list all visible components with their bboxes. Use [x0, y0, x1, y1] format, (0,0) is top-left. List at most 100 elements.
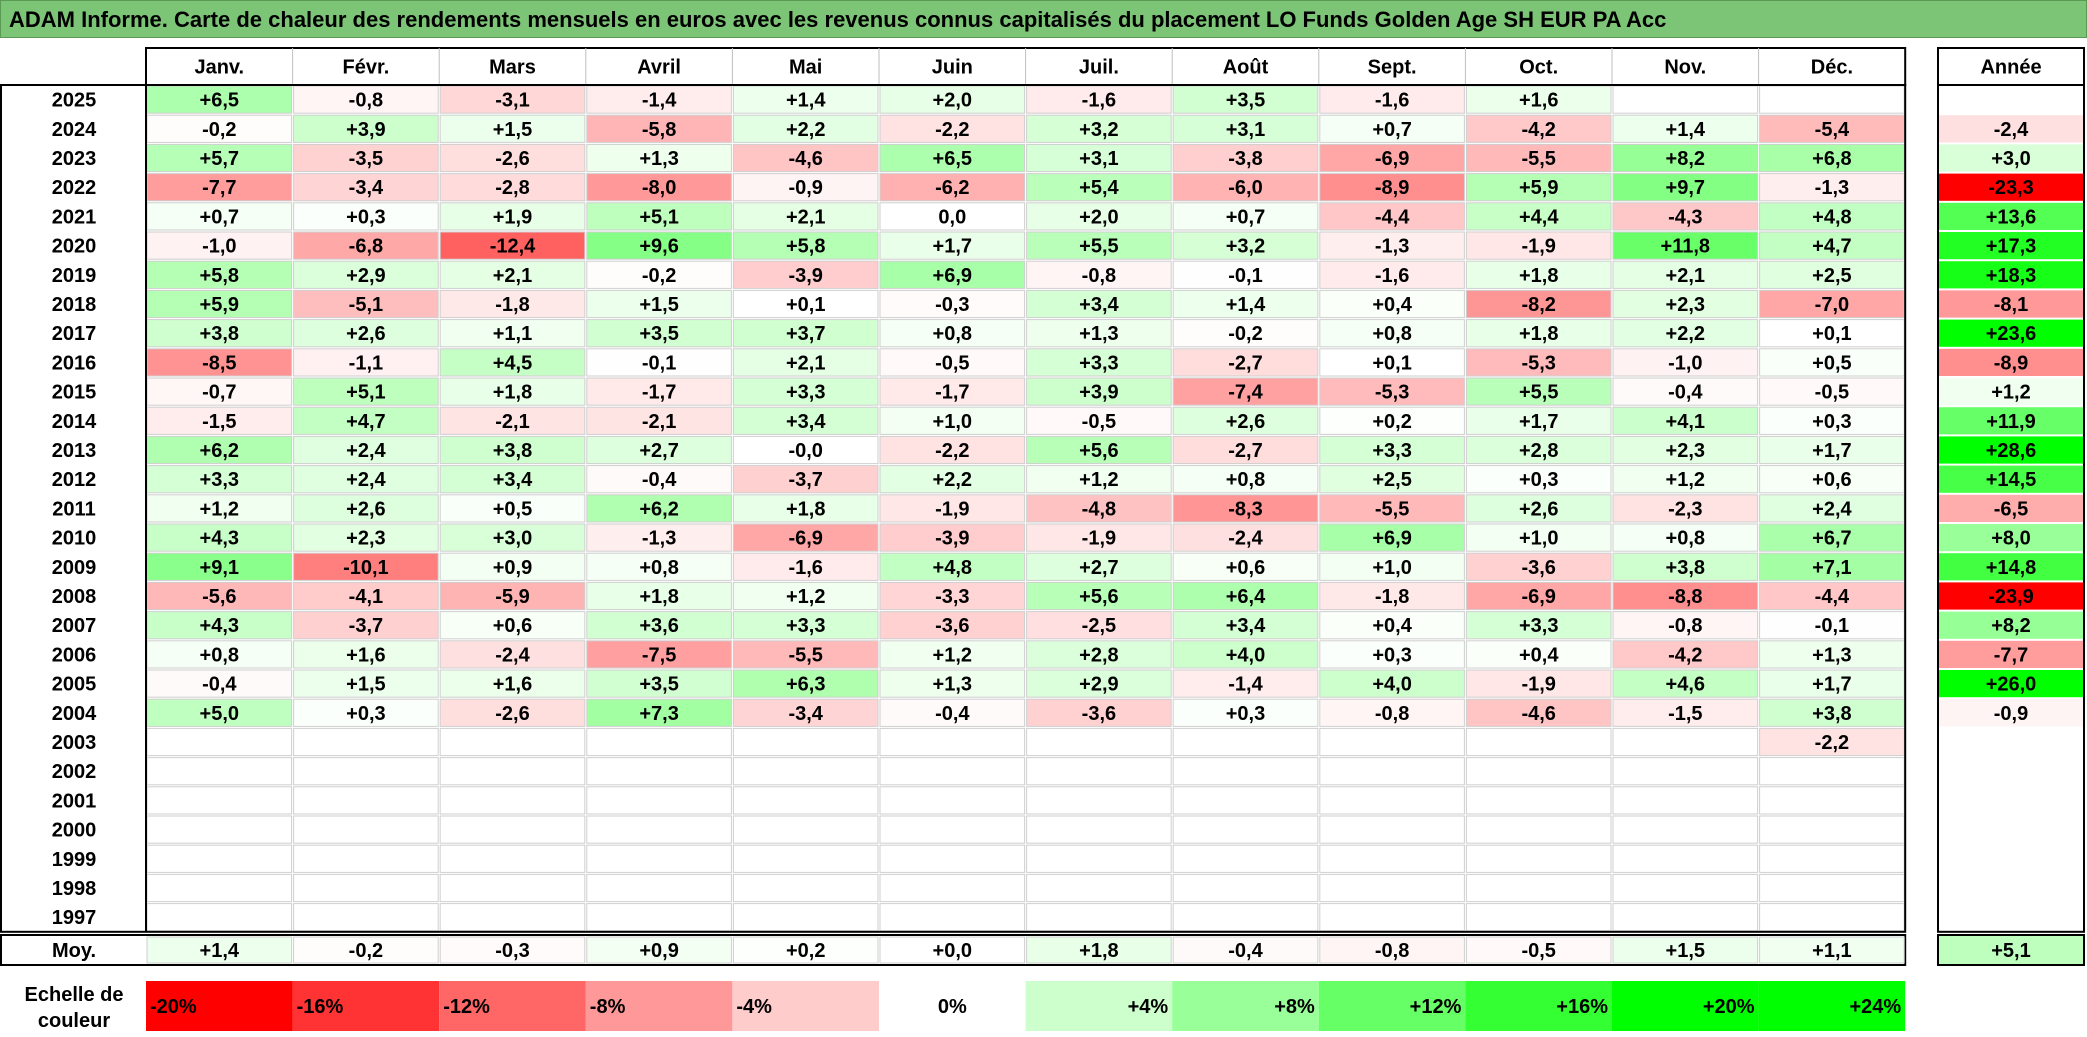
- heat-cell: [439, 435, 586, 465]
- cell-value: -0,2: [1228, 323, 1262, 345]
- scale-swatch: [1172, 981, 1319, 1031]
- cell-value: +0,8: [1372, 323, 1411, 345]
- cell-value: +2,6: [1519, 498, 1558, 520]
- heat-cell: [1319, 377, 1465, 406]
- cell-value: -4,4: [1815, 586, 1850, 608]
- heat-cell: [1172, 640, 1319, 669]
- cell-value: +1,3: [933, 674, 972, 696]
- year-label-2010: 2010: [52, 528, 97, 550]
- cell-value: +0,6: [1812, 469, 1851, 491]
- heat-cell: [879, 727, 1026, 757]
- cell-value: +5,6: [1079, 586, 1118, 608]
- cell-value: -0,5: [935, 352, 969, 374]
- month-header-6: Juin: [932, 57, 973, 79]
- year-header: Année: [1980, 57, 2041, 79]
- cell-value: +3,3: [1519, 615, 1558, 637]
- report-title: ADAM Informe. Carte de chaleur des rende…: [0, 0, 2087, 38]
- cell-value: +2,2: [933, 469, 972, 491]
- heat-cell: [439, 260, 586, 289]
- heat-cell: [732, 231, 879, 260]
- heat-cell: [1319, 815, 1465, 844]
- annual-cell: [1939, 232, 2083, 260]
- heat-cell: [293, 289, 439, 319]
- cell-value: -3,3: [935, 586, 969, 608]
- cell-value: +4,0: [1226, 644, 1265, 666]
- average-value: +1,4: [200, 940, 240, 962]
- heat-cell: [1319, 202, 1465, 231]
- heat-cell: [146, 523, 293, 552]
- cell-value: +1,3: [1079, 323, 1118, 345]
- heat-cell: [1465, 523, 1612, 552]
- cell-value: +6,2: [200, 440, 239, 462]
- annual-value: +8,0: [1991, 528, 2030, 550]
- cell-value: +1,7: [1812, 674, 1851, 696]
- heat-cell: [732, 114, 879, 143]
- annual-cell: [1939, 786, 2083, 814]
- cell-value: +3,6: [639, 615, 678, 637]
- heat-cell: [146, 348, 293, 377]
- cell-value: -8,2: [1521, 294, 1555, 316]
- cell-value: -3,5: [349, 148, 383, 170]
- heat-cell: [1172, 231, 1319, 260]
- annual-value: +3,0: [1991, 148, 2030, 170]
- scale-swatch: [1612, 981, 1759, 1031]
- cell-value: +11,8: [1661, 236, 1711, 258]
- cell-value: +2,2: [1666, 323, 1705, 345]
- annual-value: -23,3: [1988, 177, 2034, 199]
- heat-cell: [879, 815, 1026, 844]
- cell-value: -4,2: [1668, 644, 1702, 666]
- cell-value: -8,5: [202, 352, 236, 374]
- cell-value: -5,5: [788, 644, 822, 666]
- cell-value: -0,8: [1375, 703, 1409, 725]
- cell-value: -2,7: [1228, 352, 1262, 374]
- year-label-2018: 2018: [52, 294, 97, 316]
- cell-value: -1,6: [1375, 265, 1409, 287]
- heat-cell: [732, 319, 879, 348]
- scale-swatch: [732, 981, 879, 1031]
- cell-value: +0,3: [1519, 469, 1558, 491]
- heat-cell: [1759, 786, 1905, 815]
- heat-cell: [1319, 640, 1465, 669]
- scale-label-value: -4%: [736, 996, 772, 1018]
- heat-cell: [1319, 289, 1465, 319]
- cell-value: +0,3: [346, 206, 385, 228]
- average-cell: [1172, 936, 1319, 964]
- heat-cell: [146, 903, 293, 932]
- cell-value: +6,2: [639, 498, 678, 520]
- heat-cell: [732, 757, 879, 786]
- heat-cell: [146, 815, 293, 844]
- cell-value: +2,3: [1666, 294, 1705, 316]
- annual-cell: [1939, 582, 2083, 610]
- heat-cell: [439, 903, 586, 932]
- heat-cell: [1612, 727, 1759, 757]
- heat-cell: [439, 202, 586, 231]
- heat-cell: [1026, 669, 1172, 698]
- heat-cell: [1319, 173, 1465, 202]
- heat-cell: [1759, 202, 1905, 231]
- cell-value: +7,3: [639, 703, 678, 725]
- heat-cell: [1172, 815, 1319, 844]
- heat-cell: [1612, 260, 1759, 289]
- annual-cell: [1939, 319, 2083, 347]
- cell-value: -12,4: [490, 236, 536, 258]
- cell-value: +0,8: [1666, 528, 1705, 550]
- annual-value: +23,6: [1986, 323, 2037, 345]
- heat-cell: [1465, 231, 1612, 260]
- heat-cell: [439, 727, 586, 757]
- cell-value: +2,1: [1666, 265, 1705, 287]
- cell-value: -6,9: [1521, 586, 1555, 608]
- cell-value: -1,4: [642, 90, 677, 112]
- heat-cell: [586, 873, 732, 903]
- heat-cell: [146, 640, 293, 669]
- heat-cell: [1026, 173, 1172, 202]
- cell-value: -2,2: [935, 440, 969, 462]
- cell-value: +3,3: [1372, 440, 1411, 462]
- scale-swatch: [1025, 981, 1173, 1031]
- annual-value: -8,1: [1994, 294, 2028, 316]
- cell-value: -1,8: [1375, 586, 1409, 608]
- annual-cell: [1939, 699, 2083, 727]
- heat-cell: [1612, 231, 1759, 260]
- heat-cell: [732, 873, 879, 903]
- heat-cell: [439, 698, 586, 727]
- cell-value: +4,6: [1666, 674, 1705, 696]
